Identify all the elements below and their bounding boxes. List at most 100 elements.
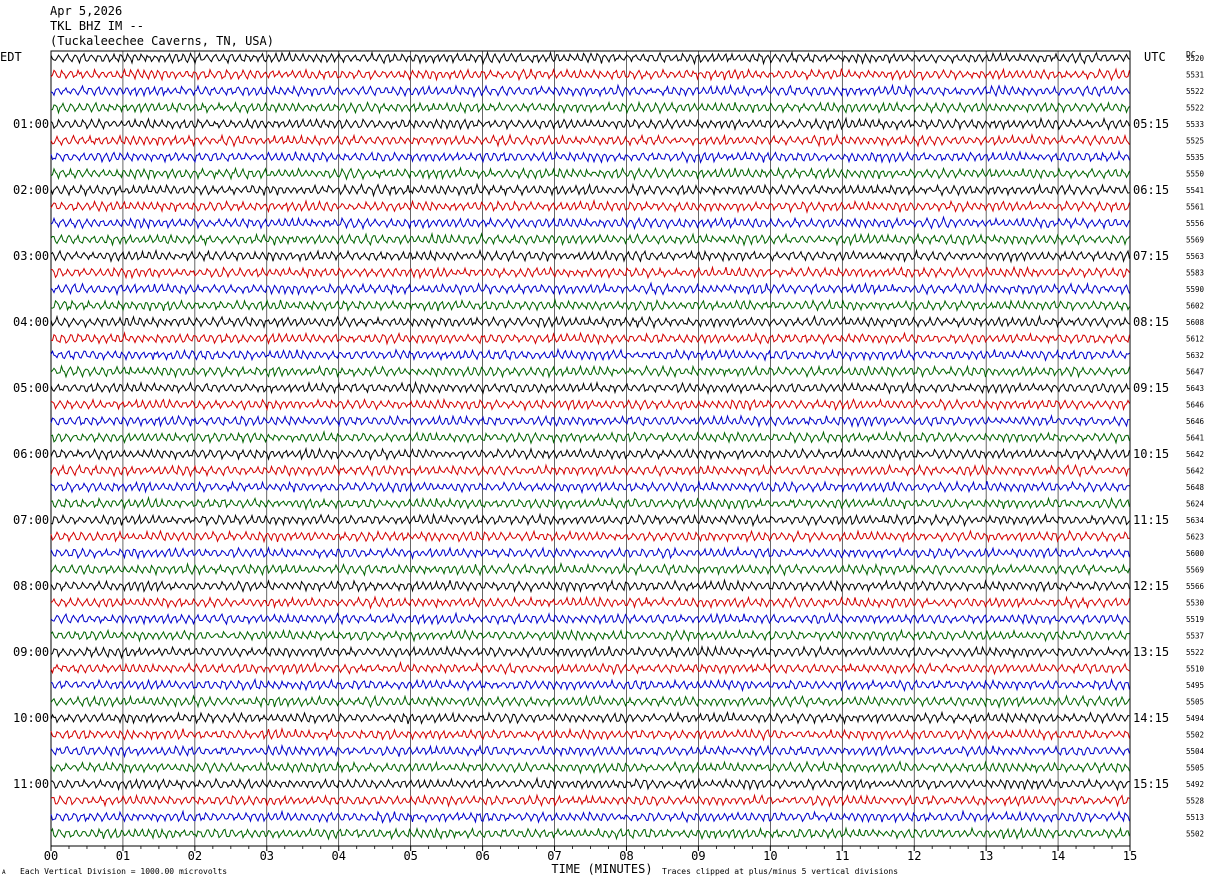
edt-hour-label: 04:00 [13,315,49,329]
dc-value-label: 5522 [1186,87,1204,96]
trace-line [50,414,1130,429]
header-location: (Tuckaleechee Caverns, TN, USA) [50,34,274,48]
dc-value-label: 5647 [1186,368,1204,377]
dc-value-label: 5519 [1186,615,1204,624]
trace-line [50,512,1130,528]
x-tick-label: 09 [691,849,705,863]
dc-value-label: 5612 [1186,335,1204,344]
trace-line [50,644,1130,660]
trace-line [50,826,1130,841]
trace-line [50,149,1130,165]
trace-line [50,529,1130,544]
dc-value-label: 5642 [1186,467,1204,476]
dc-value-label: 5525 [1186,137,1204,146]
dc-value-label: 5535 [1186,153,1204,162]
dc-value-label: 5602 [1186,302,1204,311]
dc-value-label: 5492 [1186,780,1204,789]
edt-hour-label: 06:00 [13,447,49,461]
trace-line [50,611,1130,626]
trace-line [50,67,1130,82]
dc-value-label: 5504 [1186,747,1205,756]
trace-line [50,776,1130,792]
dc-value-label: 5634 [1186,516,1205,525]
trace-line [50,760,1130,775]
trace-line [50,628,1130,643]
left-timezone-label: EDT [0,50,22,64]
dc-value-label: 5569 [1186,566,1204,575]
utc-hour-label: 14:15 [1133,711,1169,725]
dc-value-label: 5583 [1186,269,1204,278]
dc-value-label: 5561 [1186,203,1204,212]
trace-line [50,660,1130,676]
x-axis-title: TIME (MINUTES) [551,862,652,876]
edt-hour-label: 11:00 [13,777,49,791]
trace-line [50,331,1130,346]
x-tick-label: 13 [979,849,993,863]
trace-line [50,83,1130,99]
dc-value-label: 5643 [1186,384,1204,393]
dc-value-label: 5569 [1186,236,1204,245]
x-tick-label: 01 [116,849,130,863]
edt-hour-label: 02:00 [13,183,49,197]
trace-line [50,182,1130,198]
dc-value-label: 5522 [1186,104,1204,113]
trace-line [50,727,1130,742]
edt-hour-label: 03:00 [13,249,49,263]
dc-value-label: 5646 [1186,401,1205,410]
header-station: TKL BHZ IM -- [50,19,144,33]
utc-hour-label: 05:15 [1133,117,1169,131]
trace-line [50,281,1130,297]
dc-value-label: 5648 [1186,483,1205,492]
trace-line [50,495,1130,511]
trace-line [50,397,1130,412]
dc-value-label: 5533 [1186,120,1204,129]
utc-hour-label: 11:15 [1133,513,1169,527]
scale-note: Each Vertical Division = 1000.00 microvo… [20,867,228,876]
dc-value-label: 5646 [1186,417,1205,426]
trace-line [50,166,1130,181]
trace-line [50,116,1130,132]
x-tick-label: 11 [835,849,849,863]
x-tick-label: 06 [475,849,489,863]
dc-column-header: DC [1186,50,1196,59]
utc-hour-label: 08:15 [1133,315,1169,329]
dc-value-label: 5530 [1186,599,1205,608]
dc-value-label: 5537 [1186,632,1204,641]
dc-value-label: 5642 [1186,450,1204,459]
edt-hour-label: 10:00 [13,711,49,725]
edt-hour-label: 09:00 [13,645,49,659]
utc-hour-label: 10:15 [1133,447,1169,461]
trace-line [50,100,1130,115]
dc-value-label: 5495 [1186,681,1204,690]
dc-value-label: 5510 [1186,665,1205,674]
dc-value-label: 5522 [1186,648,1204,657]
dc-value-label: 5632 [1186,351,1204,360]
dc-value-label: 5494 [1186,714,1205,723]
utc-hour-label: 12:15 [1133,579,1169,593]
header-date: Apr 5,2026 [50,4,123,18]
dc-value-label: 5502 [1186,830,1204,839]
dc-value-label: 5513 [1186,813,1204,822]
trace-line [50,380,1130,396]
trace-line [50,561,1130,577]
trace-line [50,231,1130,247]
trace-line [50,198,1130,215]
trace-line [50,215,1130,231]
trace-line [50,545,1130,560]
utc-hour-label: 13:15 [1133,645,1169,659]
edt-hour-label: 05:00 [13,381,49,395]
utc-hour-label: 15:15 [1133,777,1169,791]
dc-value-label: 5505 [1186,698,1204,707]
dc-value-label: 5590 [1186,285,1205,294]
trace-line [50,446,1130,462]
dc-value-label: 5502 [1186,731,1204,740]
corner-mark: A [2,869,6,876]
x-tick-label: 03 [260,849,274,863]
trace-line [50,595,1130,610]
trace-line [50,463,1130,478]
trace-line [50,710,1130,726]
trace-line [50,793,1130,808]
dc-value-label: 5566 [1186,582,1205,591]
trace-line [50,50,1130,66]
dc-value-label: 5531 [1186,71,1204,80]
